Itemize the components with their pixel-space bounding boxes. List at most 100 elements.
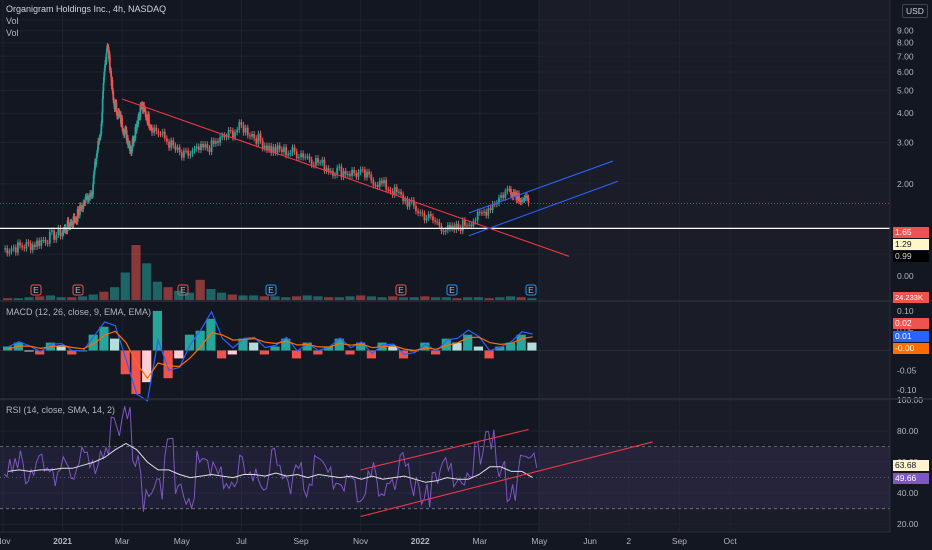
dividend-icon-letter-0: E xyxy=(268,285,274,295)
candle-body-238 xyxy=(329,170,332,172)
candle-body-258 xyxy=(372,180,375,186)
macd-hist-bar-0 xyxy=(3,346,13,351)
candle-body-226 xyxy=(304,156,307,158)
volume-bar-40 xyxy=(431,297,441,300)
candle-body-132 xyxy=(134,126,137,138)
candle-body-114 xyxy=(122,131,125,133)
volume-bar-47 xyxy=(505,296,516,300)
candle-body-145 xyxy=(144,108,146,112)
price-pane[interactable]: E E E EE E E xyxy=(0,43,890,296)
volume-bar-16 xyxy=(174,290,184,300)
candle-body-185 xyxy=(217,141,219,143)
pane-separators[interactable] xyxy=(0,300,932,400)
candle-body-119 xyxy=(125,130,128,141)
candle-body-151 xyxy=(148,125,151,128)
candle-body-293 xyxy=(446,225,449,231)
candle-body-50 xyxy=(84,196,87,204)
candle-body-229 xyxy=(310,159,313,165)
candle-body-212 xyxy=(274,146,277,153)
candle-body-273 xyxy=(404,199,407,202)
candle-body-233 xyxy=(319,162,322,164)
candle-body-318 xyxy=(500,195,502,198)
currency-button[interactable]: USD xyxy=(902,4,928,18)
time-tick-7: 2022 xyxy=(411,536,430,546)
candle-body-40 xyxy=(73,216,76,221)
candle-body-262 xyxy=(380,180,383,184)
candle-body-99 xyxy=(112,100,115,104)
candle-body-59 xyxy=(93,170,96,176)
symbol-legend[interactable]: Organigram Holdings Inc., 4h, NASDAQ xyxy=(6,4,167,14)
macd-pane[interactable] xyxy=(0,310,890,402)
macd-hist-bar-12 xyxy=(131,350,141,395)
candle-body-46 xyxy=(80,205,82,209)
macd-hist-bar-20 xyxy=(217,350,227,359)
candle-body-174 xyxy=(193,148,196,151)
macd-hist-bar-19 xyxy=(206,318,216,351)
volume-bar-1 xyxy=(13,298,23,300)
time-tick-1: 2021 xyxy=(53,536,72,546)
future-area xyxy=(538,0,890,532)
volume-bar-17 xyxy=(184,292,195,300)
rsi-tag: 63.68 xyxy=(893,460,929,471)
candle-body-275 xyxy=(408,201,411,207)
volume-bar-43 xyxy=(463,297,473,300)
macd-hist-bar-45 xyxy=(484,350,494,359)
candle-body-206 xyxy=(261,140,264,149)
candle-body-47 xyxy=(81,208,84,210)
macd-hist-bar-14 xyxy=(152,310,162,351)
dividend-icon-1 xyxy=(446,284,458,296)
macd-hist-bar-48 xyxy=(516,334,526,351)
price-tick-1: 2.00 xyxy=(897,179,914,189)
candle-body-274 xyxy=(406,199,409,207)
rsi-pane[interactable] xyxy=(0,406,890,518)
candle-body-267 xyxy=(391,191,394,195)
candle-body-121 xyxy=(127,137,129,146)
vol-legend-1[interactable]: Vol xyxy=(6,16,19,26)
candle-body-286 xyxy=(432,216,434,221)
candle-body-157 xyxy=(157,131,160,135)
candle-body-299 xyxy=(459,227,462,232)
candle-body-12 xyxy=(27,242,30,244)
candle-body-219 xyxy=(289,152,292,154)
earnings-icon-letter-0: E xyxy=(33,285,39,295)
candle-body-39 xyxy=(72,216,75,225)
candle-body-73 xyxy=(101,98,104,113)
price-axis[interactable]: 1.002.003.004.005.006.007.008.009.000.00… xyxy=(889,0,932,550)
candle-body-107 xyxy=(118,111,120,113)
macd-tick-4: 0.10 xyxy=(897,306,914,316)
earnings-icon-letter-2: E xyxy=(180,285,186,295)
volume-bar-32 xyxy=(345,296,355,300)
candle-body-190 xyxy=(227,130,230,137)
dividend-icon-letter-1: E xyxy=(449,285,455,295)
price-tick-2: 3.00 xyxy=(897,138,914,148)
candle-body-105 xyxy=(116,116,119,118)
volume-bar-13 xyxy=(142,263,152,300)
candle-body-247 xyxy=(349,174,351,176)
candle-body-20 xyxy=(44,239,47,243)
macd-hist-bar-23 xyxy=(249,342,259,351)
vol-legend-2[interactable]: Vol xyxy=(6,28,19,38)
candle-body-326 xyxy=(514,192,516,194)
candle-body-292 xyxy=(444,230,447,232)
earnings-icon-0 xyxy=(30,284,42,296)
macd-hist-bar-44 xyxy=(473,346,483,351)
time-axis[interactable]: Nov 2021 Mar May Jul Sep Nov 2022 Mar May Jun 2 Sep O… xyxy=(0,531,932,550)
candle-body-93 xyxy=(110,70,113,78)
below-line-tag: 0.99 xyxy=(893,251,929,262)
candle-body-173 xyxy=(191,150,194,154)
volume-axis-tick: 0.00 xyxy=(897,271,914,281)
volume-tag: 24.233K xyxy=(893,292,929,303)
candle-body-63 xyxy=(95,153,98,159)
candle-body-288 xyxy=(436,221,439,223)
candle-body-48 xyxy=(82,202,85,210)
rsi-legend[interactable]: RSI (14, close, SMA, 14, 2) xyxy=(6,405,116,415)
candle-body-175 xyxy=(195,146,198,149)
macd-legend[interactable]: MACD (12, 26, close, 9, EMA, EMA) xyxy=(6,307,152,317)
candle-body-51 xyxy=(85,196,88,198)
candle-body-104 xyxy=(116,111,118,117)
candle-body-19 xyxy=(42,239,45,241)
candle-body-328 xyxy=(516,193,519,201)
macd-hist-bar-39 xyxy=(420,342,430,351)
candle-body-5 xyxy=(12,247,15,249)
